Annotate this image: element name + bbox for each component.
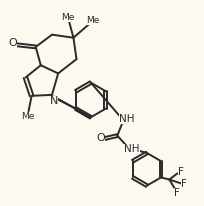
- Text: O: O: [9, 38, 17, 48]
- Text: NH: NH: [124, 144, 140, 154]
- Text: N: N: [49, 96, 58, 105]
- Text: Me: Me: [61, 13, 74, 22]
- Text: F: F: [182, 179, 187, 188]
- Text: Me: Me: [86, 16, 100, 25]
- Text: O: O: [96, 133, 105, 143]
- Text: NH: NH: [119, 114, 134, 124]
- Text: F: F: [178, 167, 184, 177]
- Text: F: F: [174, 188, 179, 198]
- Text: Me: Me: [21, 112, 34, 121]
